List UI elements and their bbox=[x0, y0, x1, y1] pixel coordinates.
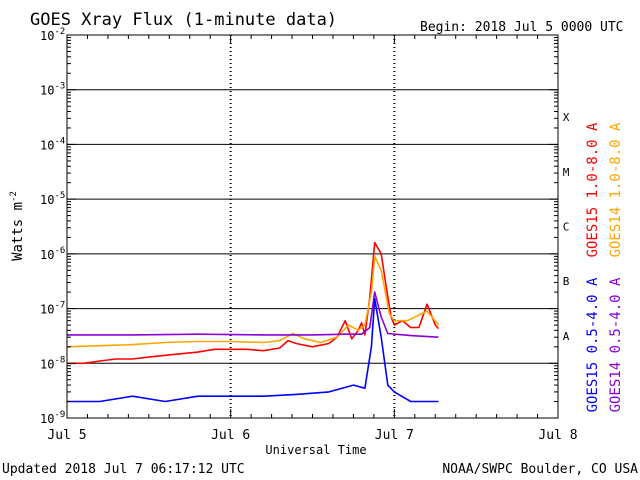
series-line bbox=[67, 241, 440, 365]
x-tick-label: Jul 6 bbox=[211, 428, 250, 443]
legend: GOES15 1.0-8.0 A GOES14 1.0-8.0 A GOES14 0… bbox=[585, 122, 624, 412]
plot-frame bbox=[66, 34, 559, 419]
x-tick-label: Jul 7 bbox=[375, 428, 414, 443]
x-tick-label: Jul 5 bbox=[47, 428, 86, 443]
legend-entry: GOES15 0.5-4.0 A bbox=[585, 277, 601, 412]
y-tick-label: 10-6 bbox=[40, 246, 65, 262]
y-tick-label: 10-3 bbox=[40, 82, 65, 98]
x-axis-label: Universal Time bbox=[265, 443, 366, 457]
y-axis-label-base: Watts m bbox=[10, 202, 26, 261]
flare-class-label: A bbox=[563, 330, 570, 343]
y-axis-label: Watts m-2 bbox=[9, 191, 26, 261]
series-line bbox=[67, 298, 439, 403]
legend-entry: GOES14 0.5-4.0 A bbox=[608, 277, 624, 412]
series-line bbox=[66, 255, 440, 348]
y-tick-labels: 10-2 10-3 10-4 10-5 10-6 10-7 10-8 10-9 bbox=[40, 27, 65, 426]
series-line bbox=[67, 291, 439, 338]
legend-entry: GOES15 1.0-8.0 A bbox=[585, 122, 601, 257]
flare-class-label: M bbox=[563, 166, 570, 179]
data-source: NOAA/SWPC Boulder, CO USA bbox=[442, 462, 638, 477]
x-tick-labels: Jul 5 Jul 6 Jul 7 Jul 8 bbox=[47, 428, 577, 443]
data-series bbox=[66, 241, 440, 403]
y-tick-label: 10-7 bbox=[40, 301, 65, 317]
updated-timestamp: Updated 2018 Jul 7 06:17:12 UTC bbox=[2, 462, 245, 477]
x-tick-label: Jul 8 bbox=[538, 428, 577, 443]
y-axis-label-exp: -2 bbox=[9, 191, 19, 202]
grid-lines bbox=[67, 34, 558, 418]
y-tick-label: 10-5 bbox=[40, 191, 65, 207]
flare-class-label: C bbox=[563, 221, 570, 234]
y-tick-label: 10-9 bbox=[40, 410, 65, 426]
flare-class-labels: X M C B A bbox=[563, 111, 570, 343]
axis-ticks bbox=[66, 35, 559, 419]
y-tick-label: 10-4 bbox=[40, 136, 65, 152]
flare-class-label: B bbox=[563, 275, 570, 288]
y-tick-label: 10-8 bbox=[40, 355, 65, 371]
begin-label: Begin: 2018 Jul 5 0000 UTC bbox=[420, 20, 624, 35]
legend-entry: GOES14 1.0-8.0 A bbox=[608, 122, 624, 257]
chart-title: GOES Xray Flux (1-minute data) bbox=[30, 10, 337, 30]
y-tick-label: 10-2 bbox=[40, 27, 65, 43]
flare-class-label: X bbox=[563, 111, 570, 124]
